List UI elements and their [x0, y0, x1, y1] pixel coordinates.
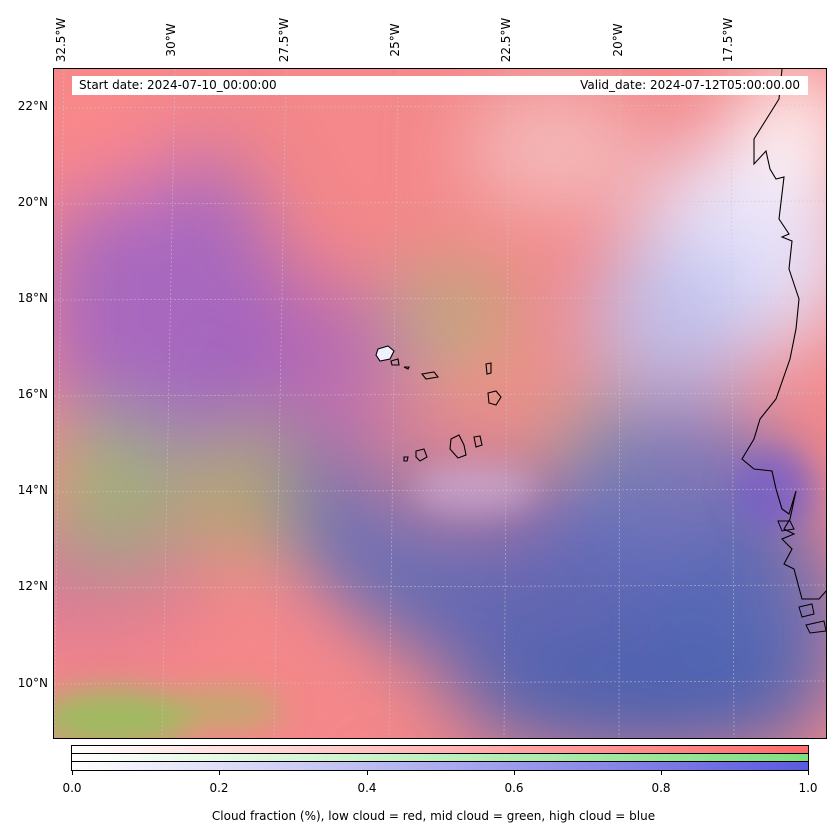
colorbar-tick-mark: [367, 771, 368, 775]
colorbar-tick-label: 1.0: [798, 781, 818, 795]
lon-label-20w: 20°W: [611, 23, 625, 57]
africa-coastline: [741, 69, 826, 600]
lon-label-27-5w: 27.5°W: [277, 17, 291, 63]
valid-date: Valid_date: 2024-07-12T05:00:00.00: [580, 78, 800, 92]
colorbar-tick-label: 0.0: [62, 781, 82, 795]
lat-label-22n: 22°N: [17, 99, 48, 113]
lon-label-25w: 25°W: [388, 23, 402, 57]
colorbar: [71, 745, 809, 771]
coast-island: [777, 520, 795, 532]
colorbar-tick-mark: [72, 771, 73, 775]
start-date: Start date: 2024-07-10_00:00:00: [79, 78, 277, 92]
colorbar-low-cloud: [71, 745, 809, 754]
colorbar-tick-mark: [219, 771, 220, 775]
colorbar-tick-mark: [661, 771, 662, 775]
cloud-fraction-map: [53, 68, 827, 739]
colorbar-tick-mark: [514, 771, 515, 775]
lat-label-14n: 14°N: [17, 483, 48, 497]
lon-label-22-5w: 22.5°W: [499, 17, 513, 63]
cape-verde-islands: [375, 345, 502, 462]
colorbar-tick-label: 0.4: [357, 781, 377, 795]
graticule: [54, 69, 826, 738]
colorbar-high-cloud: [71, 761, 809, 771]
lon-label-32-5w: 32.5°W: [54, 17, 68, 63]
colorbar-tick-label: 0.6: [504, 781, 524, 795]
lat-label-20n: 20°N: [17, 195, 48, 209]
lat-label-18n: 18°N: [17, 291, 48, 305]
colorbar-tick-label: 0.2: [209, 781, 229, 795]
colorbar-tick-mark: [808, 771, 809, 775]
map-canvas: [54, 69, 826, 738]
lat-label-10n: 10°N: [17, 676, 48, 690]
lon-label-30w: 30°W: [164, 23, 178, 57]
colorbar-label: Cloud fraction (%), low cloud = red, mid…: [211, 809, 656, 823]
lon-label-17-5w: 17.5°W: [721, 17, 735, 63]
bissagos-island: [798, 603, 815, 618]
colorbar-tick-label: 0.8: [651, 781, 671, 795]
lat-label-16n: 16°N: [17, 387, 48, 401]
date-box: Start date: 2024-07-10_00:00:00 Valid_da…: [72, 76, 808, 95]
cloud-blend-layer: [54, 69, 826, 738]
lat-label-12n: 12°N: [17, 579, 48, 593]
bissagos-island: [805, 620, 826, 634]
colorbar-mid-cloud: [71, 753, 809, 762]
